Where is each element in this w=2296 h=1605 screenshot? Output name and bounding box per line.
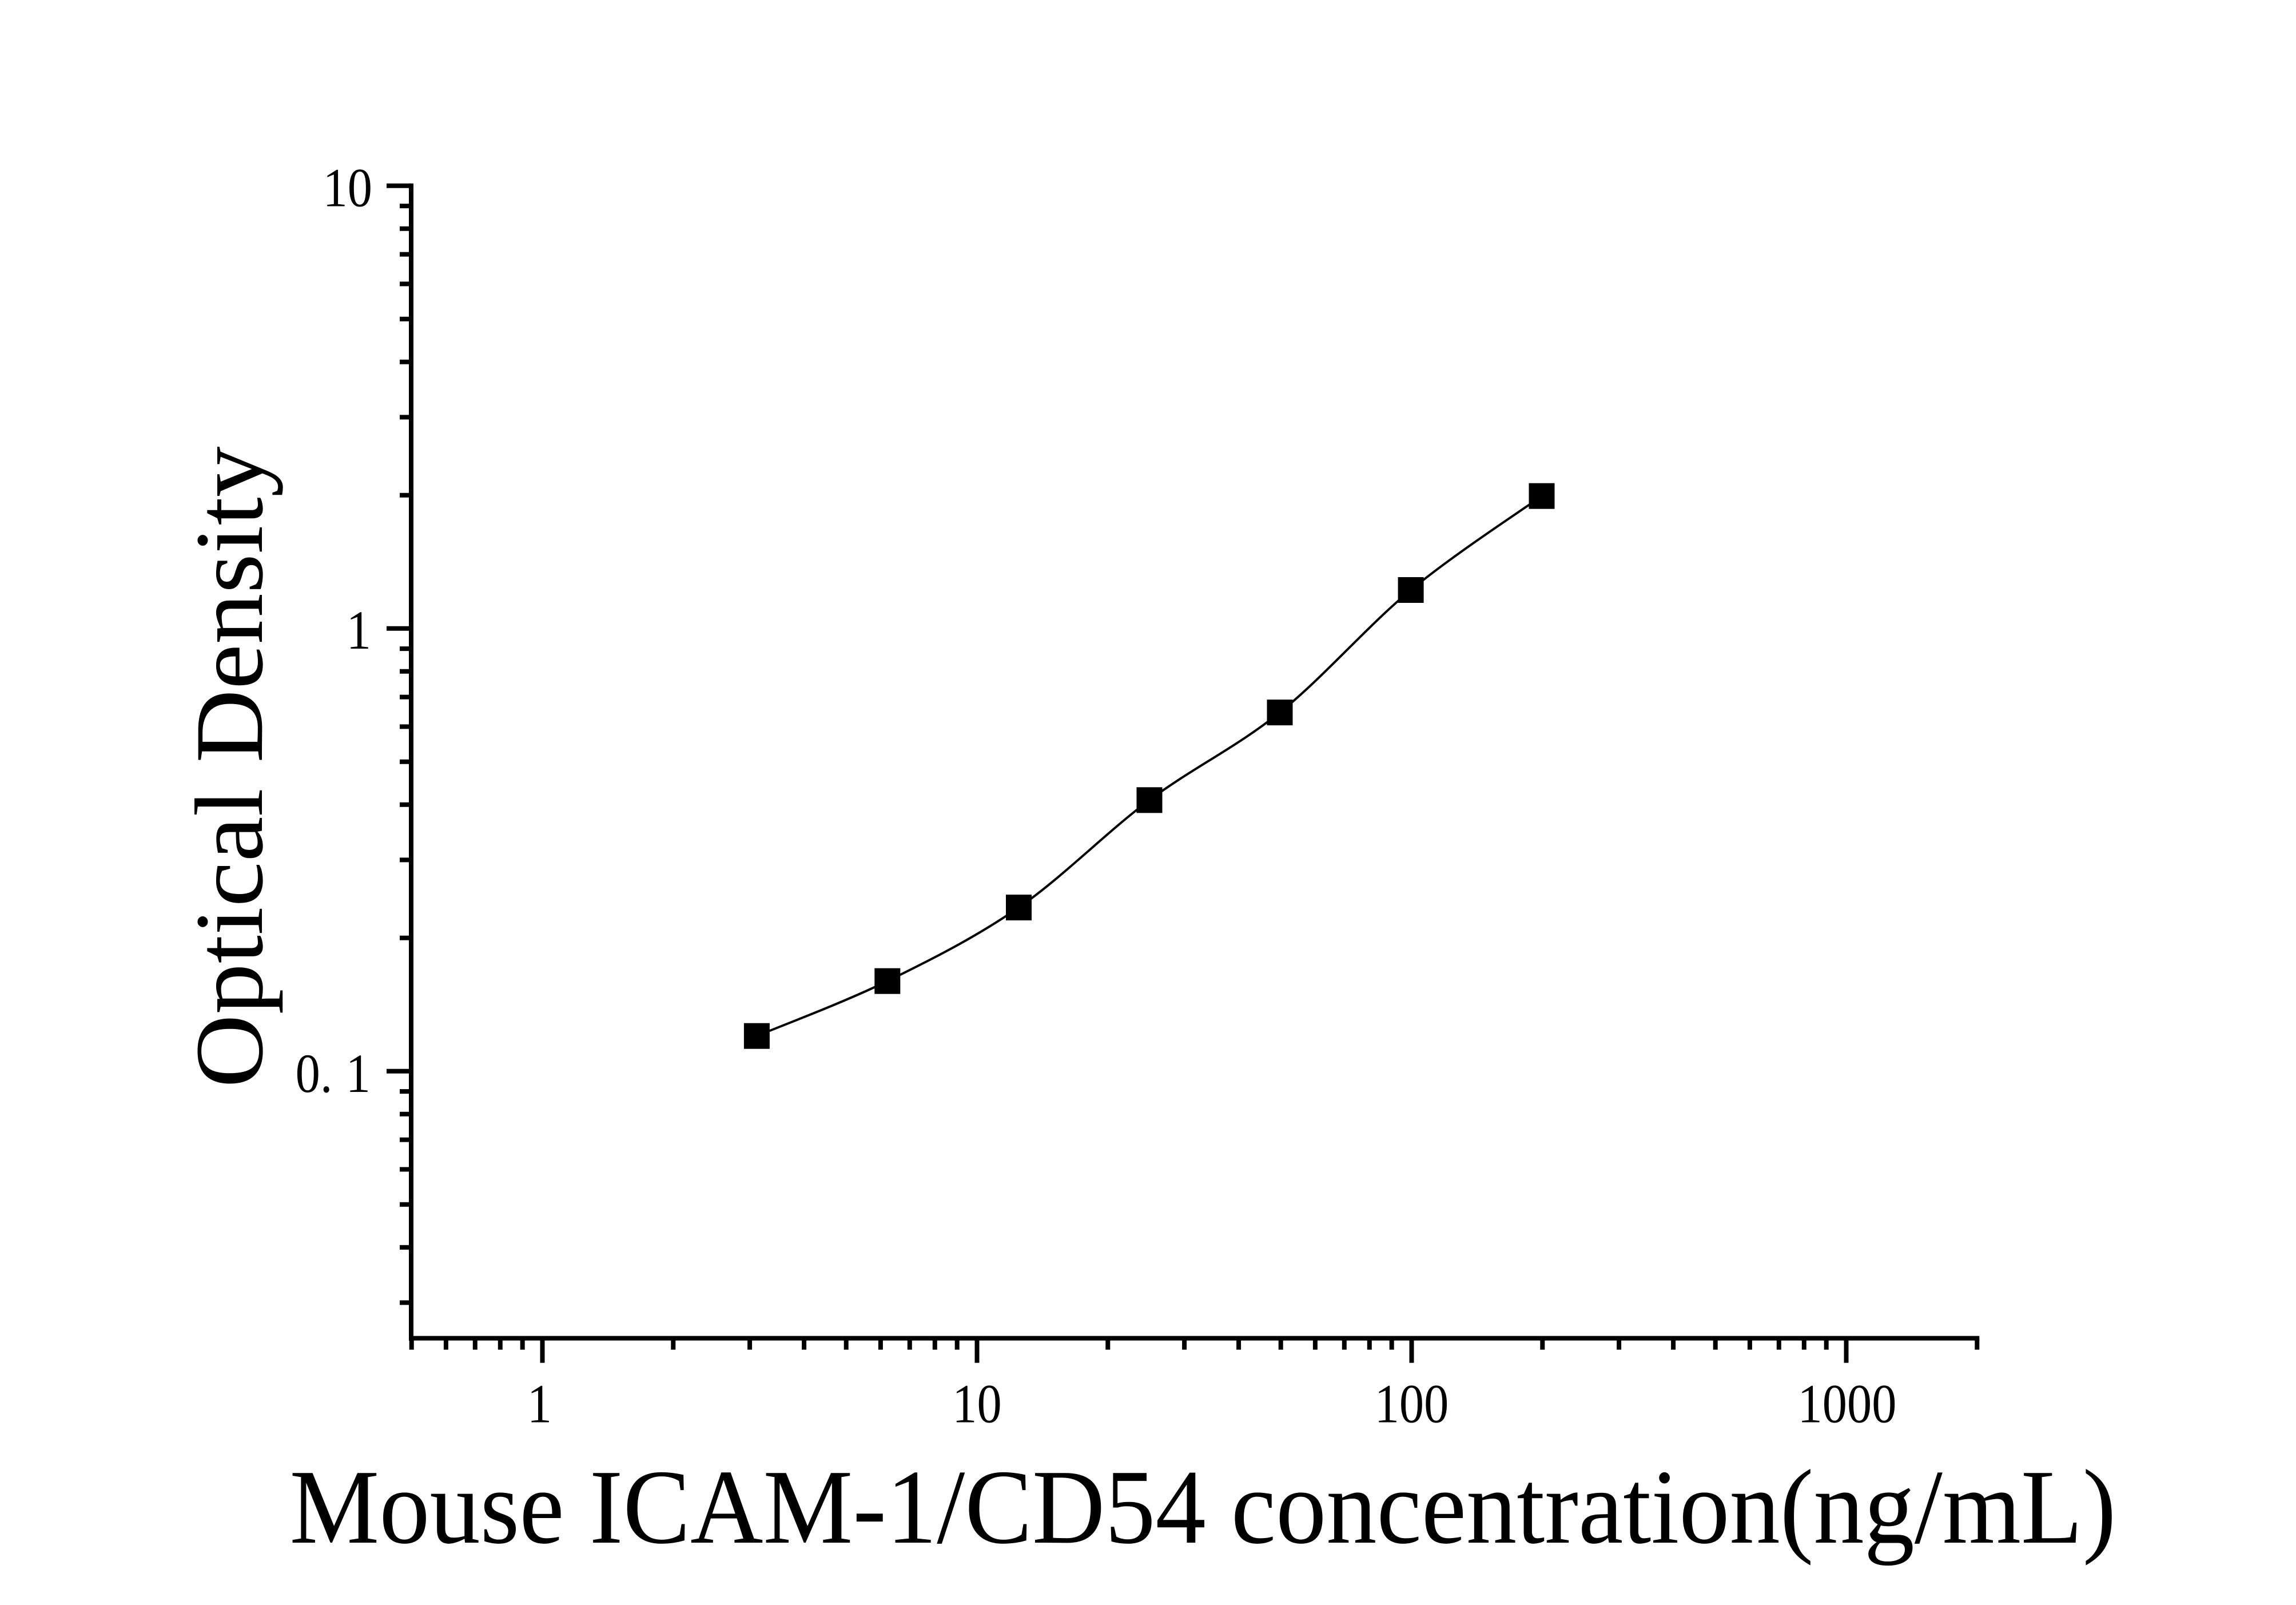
svg-text:100: 100 [1375,1373,1449,1434]
svg-text:1: 1 [527,1373,552,1434]
svg-text:Mouse ICAM-1/CD54 concentratio: Mouse ICAM-1/CD54 concentration(ng/mL) [289,1448,2116,1566]
svg-text:10: 10 [952,1373,1001,1434]
svg-text:1: 1 [347,600,371,661]
svg-text:Optical Density: Optical Density [176,446,284,1087]
svg-text:10: 10 [323,157,372,218]
svg-text:1000: 1000 [1798,1373,1897,1434]
